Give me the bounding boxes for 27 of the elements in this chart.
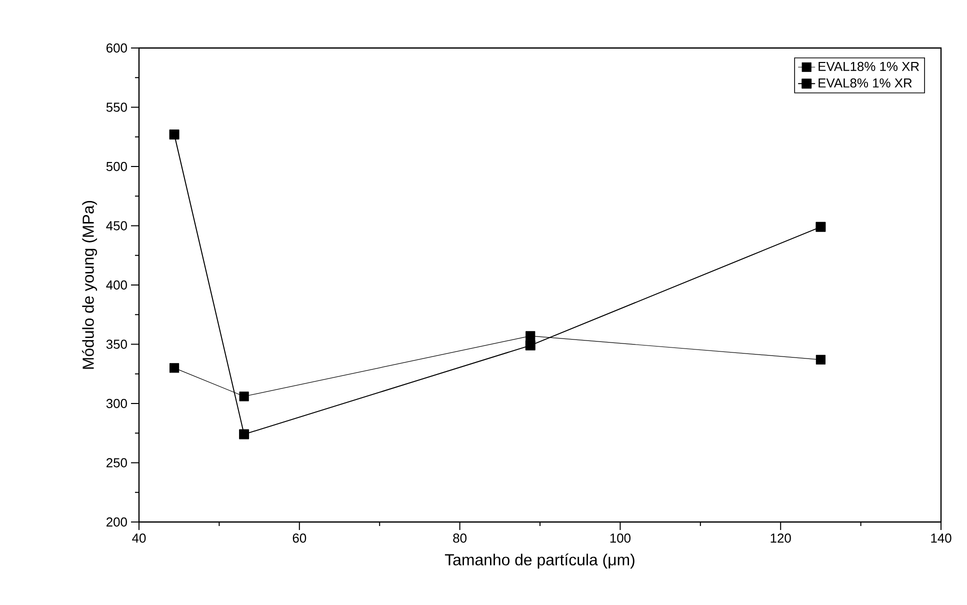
y-tick-label: 350 <box>106 340 127 349</box>
point <box>525 340 536 350</box>
x-tick-label: 60 <box>292 534 306 543</box>
y-tick-label: 400 <box>106 280 127 290</box>
y-tick-label: 500 <box>106 162 127 172</box>
point <box>816 222 826 232</box>
x-axis-title: Tamanho de partícula (μm) <box>444 554 634 569</box>
x-tick-label: 100 <box>610 534 631 543</box>
point <box>816 354 826 364</box>
point <box>239 392 249 402</box>
point <box>169 130 180 140</box>
y-tick-label: 450 <box>106 221 127 230</box>
x-tick-label: 140 <box>931 534 952 543</box>
y-tick-label: 600 <box>106 43 127 53</box>
point <box>239 429 250 440</box>
y-tick-label: 550 <box>106 102 127 112</box>
x-tick-label: 80 <box>453 534 467 543</box>
y-axis-title: Módulo de young (MPa) <box>82 200 98 369</box>
point <box>169 363 180 373</box>
point <box>526 331 536 341</box>
legend-label: EVAL8% 1% XR <box>818 78 912 88</box>
y-tick-label: 200 <box>106 517 127 527</box>
y-tick-label: 250 <box>106 458 127 468</box>
x-tick-label: 40 <box>132 534 146 543</box>
y-tick-label: 300 <box>106 398 127 408</box>
legend-label: EVAL18% 1% XR <box>818 62 919 72</box>
x-tick-label: 120 <box>770 534 791 543</box>
